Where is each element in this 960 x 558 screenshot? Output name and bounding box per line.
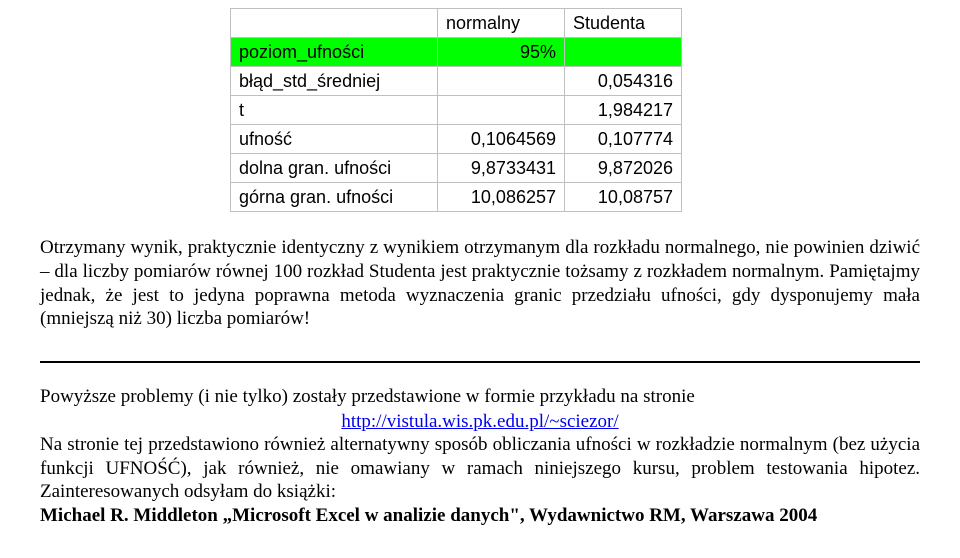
cell-v1: [438, 96, 565, 125]
cell-v2: 0,054316: [565, 67, 682, 96]
table-row: t 1,984217: [231, 96, 682, 125]
cell-v2: [565, 38, 682, 67]
separator-line: [40, 361, 920, 363]
table-row: dolna gran. ufności 9,8733431 9,872026: [231, 154, 682, 183]
cell-v1: 95%: [438, 38, 565, 67]
cell-label: ufność: [231, 125, 438, 154]
header-normalny: normalny: [438, 9, 565, 38]
ref-title: Middleton „Microsoft Excel w analizie da…: [133, 505, 817, 526]
table-header-row: normalny Studenta: [231, 9, 682, 38]
header-blank: [231, 9, 438, 38]
example-link[interactable]: http://vistula.wis.pk.edu.pl/~sciezor/: [40, 411, 920, 433]
reference-line: Michael R. Middleton „Microsoft Excel w …: [40, 504, 920, 528]
cell-label: górna gran. ufności: [231, 183, 438, 212]
header-studenta: Studenta: [565, 9, 682, 38]
paragraph-1: Otrzymany wynik, praktycznie identyczny …: [40, 236, 920, 331]
cell-v2: 1,984217: [565, 96, 682, 125]
table-row: górna gran. ufności 10,086257 10,08757: [231, 183, 682, 212]
stats-table: normalny Studenta poziom_ufności 95% błą…: [230, 8, 682, 212]
cell-label: t: [231, 96, 438, 125]
cell-v2: 9,872026: [565, 154, 682, 183]
cell-label: dolna gran. ufności: [231, 154, 438, 183]
paragraph-2-lead: Powyższe problemy (i nie tylko) zostały …: [40, 385, 920, 409]
cell-v1: 10,086257: [438, 183, 565, 212]
ref-author: Michael R.: [40, 505, 133, 526]
table-row: ufność 0,1064569 0,107774: [231, 125, 682, 154]
paragraph-2-rest: Na stronie tej przedstawiono również alt…: [40, 433, 920, 504]
cell-v1: [438, 67, 565, 96]
cell-v2: 10,08757: [565, 183, 682, 212]
table-row: błąd_std_średniej 0,054316: [231, 67, 682, 96]
cell-v1: 9,8733431: [438, 154, 565, 183]
cell-label: błąd_std_średniej: [231, 67, 438, 96]
cell-v2: 0,107774: [565, 125, 682, 154]
cell-label: poziom_ufności: [231, 38, 438, 67]
table-row: poziom_ufności 95%: [231, 38, 682, 67]
cell-v1: 0,1064569: [438, 125, 565, 154]
